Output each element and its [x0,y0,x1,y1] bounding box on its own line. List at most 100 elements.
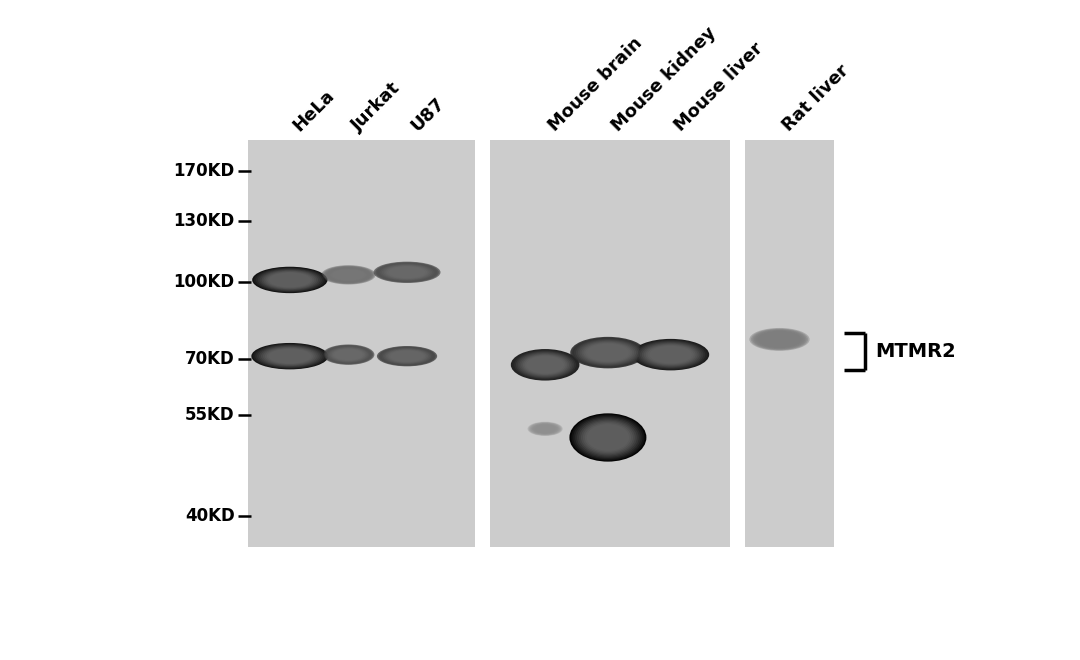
Ellipse shape [760,332,799,347]
Ellipse shape [386,265,429,279]
Text: HeLa: HeLa [289,86,338,135]
Ellipse shape [334,349,363,360]
Ellipse shape [325,345,372,364]
Ellipse shape [583,422,633,453]
Ellipse shape [569,413,647,461]
Text: 70KD: 70KD [185,350,234,368]
Ellipse shape [326,267,370,282]
Ellipse shape [529,422,561,435]
Ellipse shape [758,331,800,347]
Text: 55KD: 55KD [185,406,234,424]
Ellipse shape [262,347,316,366]
Text: 100KD: 100KD [174,273,234,292]
Ellipse shape [389,267,426,278]
Ellipse shape [648,345,693,364]
Ellipse shape [586,424,629,451]
Ellipse shape [516,351,575,378]
Ellipse shape [382,264,432,280]
Ellipse shape [329,347,368,362]
Text: 130KD: 130KD [174,213,234,230]
Ellipse shape [325,267,372,283]
Ellipse shape [581,342,634,364]
Ellipse shape [522,354,569,376]
Ellipse shape [261,346,319,366]
Ellipse shape [517,352,572,378]
Ellipse shape [253,267,327,293]
Ellipse shape [514,350,576,379]
Ellipse shape [261,270,319,290]
Ellipse shape [576,339,640,366]
Ellipse shape [374,261,441,283]
Ellipse shape [333,348,364,361]
Ellipse shape [532,424,557,434]
Ellipse shape [588,344,629,361]
Ellipse shape [646,345,696,365]
Text: Rat liver: Rat liver [780,62,853,135]
Text: Mouse brain: Mouse brain [545,34,646,135]
Bar [730,140,745,546]
Ellipse shape [259,346,321,367]
Ellipse shape [255,345,324,368]
Ellipse shape [583,343,633,363]
Ellipse shape [330,348,366,362]
Ellipse shape [751,329,808,350]
Ellipse shape [513,350,578,379]
Ellipse shape [527,422,563,436]
Ellipse shape [525,355,566,374]
Ellipse shape [378,346,435,366]
Text: Jurkat: Jurkat [349,79,404,135]
Ellipse shape [381,348,433,365]
Ellipse shape [511,349,580,381]
Ellipse shape [534,424,556,434]
Ellipse shape [252,343,328,370]
Text: Mouse kidney: Mouse kidney [608,24,719,135]
Ellipse shape [570,337,646,368]
Ellipse shape [324,266,373,284]
Ellipse shape [383,265,431,280]
Ellipse shape [389,350,426,362]
Ellipse shape [380,347,434,366]
Ellipse shape [266,271,314,288]
Ellipse shape [254,344,326,369]
Ellipse shape [265,348,315,365]
Ellipse shape [526,356,564,374]
Ellipse shape [387,266,427,279]
Ellipse shape [333,269,365,280]
Ellipse shape [384,348,430,364]
Ellipse shape [258,269,322,291]
Ellipse shape [636,341,705,369]
Ellipse shape [264,271,316,289]
Ellipse shape [377,263,437,282]
Ellipse shape [375,262,438,282]
Ellipse shape [644,344,698,366]
Ellipse shape [531,423,559,434]
Ellipse shape [383,348,431,364]
Ellipse shape [326,346,370,363]
Ellipse shape [330,269,366,281]
Ellipse shape [584,423,631,452]
Ellipse shape [257,345,323,368]
Ellipse shape [579,419,637,455]
Ellipse shape [328,267,369,282]
Text: MTMR2: MTMR2 [875,342,956,361]
Text: Mouse liver: Mouse liver [671,40,766,135]
Ellipse shape [578,340,638,365]
Ellipse shape [572,338,644,368]
Ellipse shape [332,348,365,361]
Ellipse shape [379,263,435,281]
Ellipse shape [755,330,804,348]
Ellipse shape [632,339,710,370]
Ellipse shape [324,345,373,364]
Ellipse shape [528,422,562,436]
Ellipse shape [581,420,635,454]
Bar [248,140,834,546]
Ellipse shape [267,272,312,288]
Ellipse shape [634,340,707,370]
Ellipse shape [269,349,311,364]
Ellipse shape [377,346,437,366]
Text: U87: U87 [407,94,448,135]
Ellipse shape [254,267,326,292]
Bar [475,140,490,546]
Ellipse shape [577,418,638,457]
Ellipse shape [519,353,571,377]
